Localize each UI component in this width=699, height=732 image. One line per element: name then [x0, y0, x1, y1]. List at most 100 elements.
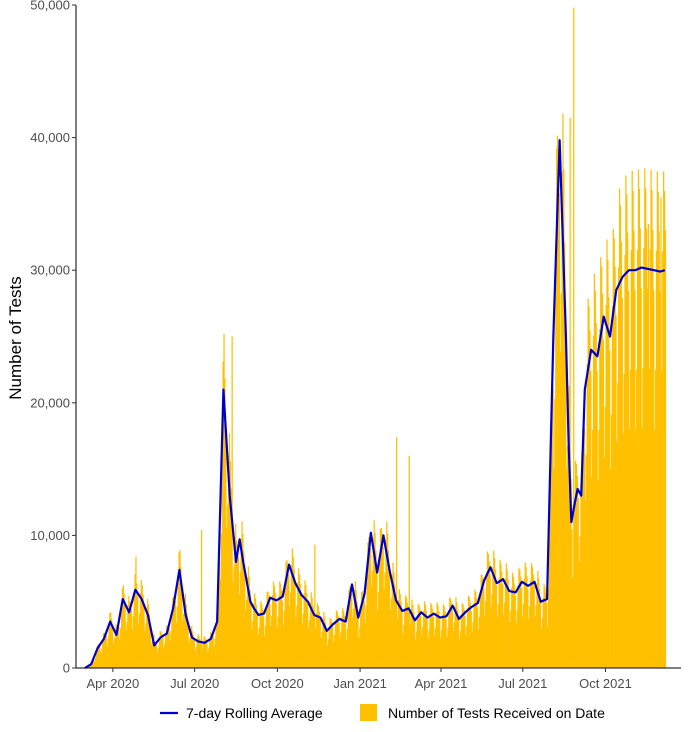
bar — [217, 612, 219, 668]
bar — [443, 606, 445, 668]
bar — [516, 610, 518, 668]
bar — [645, 188, 647, 668]
bar — [269, 603, 271, 668]
bar — [370, 586, 373, 668]
bar — [595, 323, 597, 668]
bar — [181, 587, 183, 668]
bar — [314, 544, 316, 668]
bar — [298, 574, 301, 668]
bar — [539, 602, 542, 668]
bar — [108, 624, 110, 668]
bar — [131, 628, 133, 668]
bar — [336, 611, 338, 668]
bar — [263, 635, 266, 668]
bar — [461, 603, 463, 668]
bar — [345, 640, 347, 668]
bar — [307, 628, 310, 668]
bar — [102, 633, 105, 668]
bar — [450, 602, 453, 668]
bar — [591, 477, 593, 668]
bar — [383, 588, 385, 668]
bar — [475, 592, 477, 668]
bar — [273, 585, 276, 668]
bar — [371, 570, 374, 668]
bar — [640, 287, 642, 668]
bar — [447, 628, 449, 668]
bar — [289, 605, 291, 668]
bar — [268, 595, 270, 668]
bar — [417, 604, 419, 668]
bar — [353, 590, 356, 668]
x-tick-label: Jul 2020 — [170, 676, 219, 691]
bar — [613, 238, 615, 668]
bar — [608, 297, 610, 668]
bar — [376, 571, 378, 668]
bar — [216, 613, 218, 668]
bar — [633, 230, 635, 669]
bar — [250, 605, 252, 668]
bar — [649, 249, 651, 668]
bar — [352, 608, 355, 668]
bar — [575, 463, 578, 668]
bar — [473, 602, 475, 668]
bar — [586, 363, 588, 668]
bar — [597, 481, 599, 668]
bar — [623, 373, 625, 668]
bar — [358, 637, 360, 668]
bar — [520, 576, 522, 668]
bar — [296, 605, 298, 668]
bar — [171, 612, 173, 668]
bar — [162, 637, 164, 668]
bar — [618, 188, 621, 668]
bar — [315, 628, 317, 668]
bar — [532, 574, 534, 668]
bar — [373, 520, 375, 668]
bar — [223, 333, 225, 668]
bar — [228, 433, 231, 668]
bar — [598, 430, 600, 668]
legend-swatch-tests-received — [360, 704, 377, 721]
bar — [502, 584, 504, 668]
bar — [650, 169, 652, 669]
bar — [200, 643, 202, 668]
bar — [391, 575, 393, 668]
bar — [202, 641, 204, 668]
bar — [271, 615, 273, 668]
bar — [404, 607, 406, 668]
bar — [531, 566, 534, 668]
bar — [193, 640, 196, 668]
bar — [646, 288, 649, 668]
bar — [354, 581, 356, 668]
bar — [423, 601, 426, 668]
bar — [138, 623, 140, 668]
bar — [499, 559, 501, 668]
bar — [468, 597, 471, 668]
bar — [123, 594, 125, 668]
bar — [121, 588, 124, 668]
bar — [535, 605, 537, 668]
bar — [291, 548, 293, 668]
bar — [638, 188, 640, 668]
bar — [416, 615, 418, 668]
bar — [630, 250, 632, 668]
bar — [111, 619, 113, 668]
bar — [515, 622, 517, 668]
bar — [537, 570, 539, 668]
bar — [317, 606, 320, 668]
bar — [583, 420, 585, 668]
bar — [295, 617, 297, 668]
bar — [385, 539, 387, 668]
bar — [366, 571, 368, 668]
bar — [325, 630, 328, 668]
bar — [367, 542, 369, 668]
bar — [565, 326, 567, 668]
bar — [222, 361, 224, 668]
bar — [614, 266, 616, 668]
bar — [270, 625, 272, 668]
bar — [541, 617, 543, 668]
bar — [643, 247, 645, 669]
bar — [590, 371, 592, 668]
bar — [431, 604, 433, 668]
bar — [423, 611, 425, 668]
bar — [339, 638, 341, 668]
